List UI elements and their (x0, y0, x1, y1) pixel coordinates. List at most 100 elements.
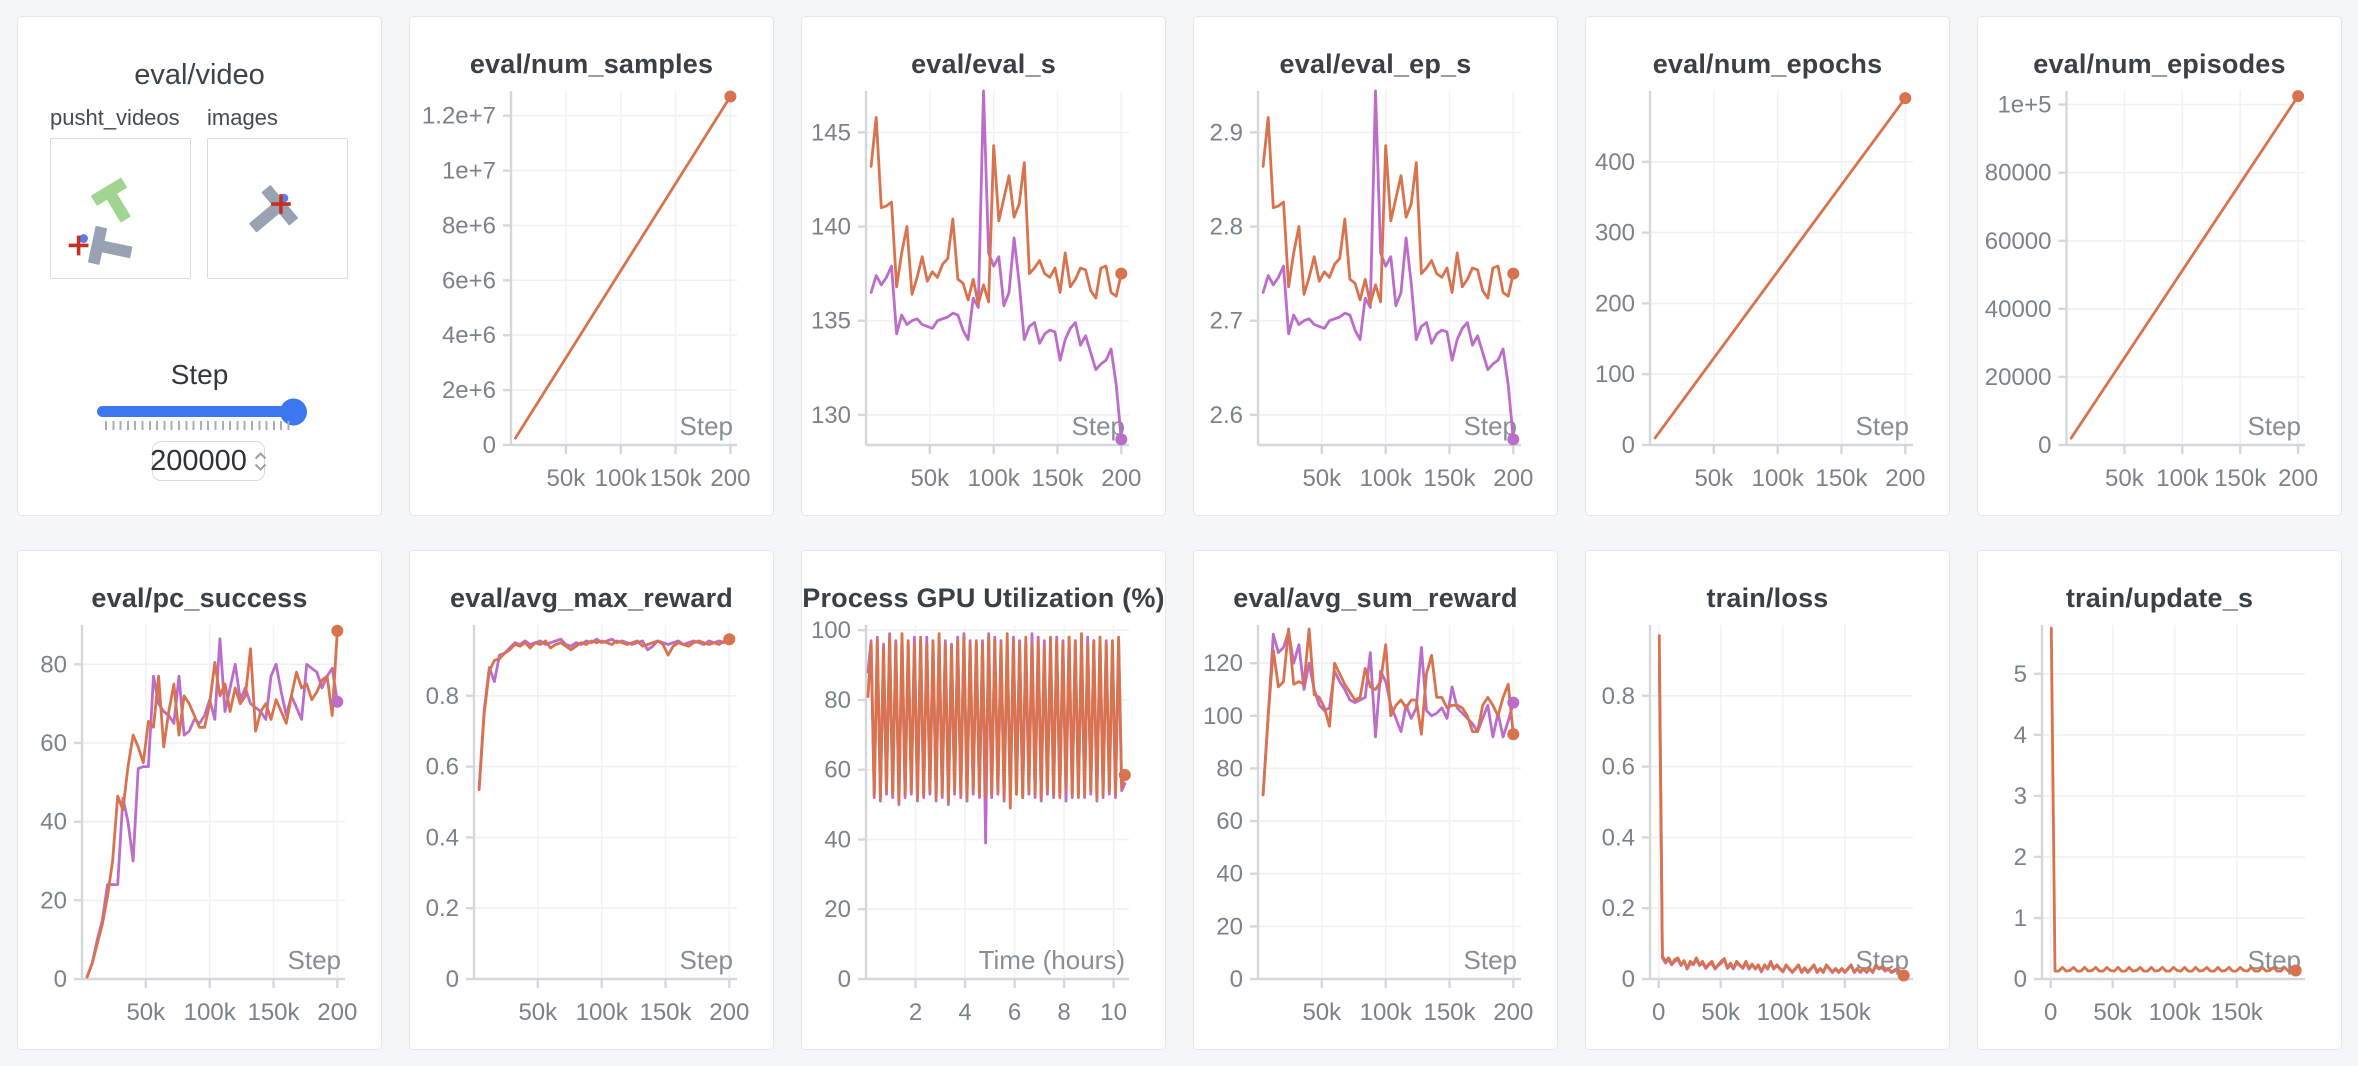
y-tick-label: 20000 (1985, 364, 2052, 391)
eval-num-episodes-chart[interactable]: 0 20000 40000 60000 80000 1e+5 50k 100k 150k 200 S… (1978, 83, 2341, 515)
chart-title: Process GPU Utilization (%) (802, 583, 1165, 613)
step-input-spinner (254, 451, 267, 471)
spinner-up-icon[interactable] (254, 451, 267, 460)
chart-title: eval/avg_sum_reward (1233, 583, 1518, 613)
y-tick-label: 0 (483, 432, 496, 459)
eval-avg-max-reward-chart[interactable]: 0 0.2 0.4 0.6 0.8 50k 100k 150k 200 Step (410, 617, 773, 1049)
y-tick-label: 0.4 (1602, 824, 1635, 851)
train-update-s-chart[interactable]: 0 1 2 3 4 5 0 50k 100k 150k Step (1978, 617, 2341, 1049)
y-tick-label: 20 (40, 887, 67, 914)
series-line-orange-run (1261, 116, 1515, 306)
y-tick-label: 60 (1216, 808, 1243, 835)
y-tick-label: 2.9 (1210, 119, 1243, 146)
process-gpu-utilization-chart[interactable]: 0 20 40 60 80 100 2 4 6 8 10 Time (hours) (802, 617, 1165, 1049)
eval-pc-success-chart[interactable]: 0 20 40 60 80 50k 100k 150k 200 Step (18, 617, 381, 1049)
series-end-dot-purple-run (1115, 433, 1128, 446)
images-frame (207, 138, 348, 279)
eval-eval-ep-s-chart[interactable]: 2.6 2.7 2.8 2.9 50k 100k 150k 200 Step (1194, 83, 1557, 515)
y-tick-label: 2.6 (1210, 402, 1243, 429)
step-slider-track[interactable] (97, 398, 307, 425)
pusht-videos-frame (50, 138, 191, 279)
y-tick-label: 200 (1595, 290, 1635, 317)
y-tick-label: 0.4 (426, 824, 459, 851)
series-line-purple-run (477, 637, 731, 790)
series-line-purple-run (1261, 630, 1515, 797)
chart-plot: 2.6 2.7 2.8 2.9 50k 100k 150k 200 Step (1210, 89, 1533, 492)
x-tick-label: 100k (1360, 999, 1413, 1026)
chart-title: eval/eval_ep_s (1279, 49, 1472, 79)
x-tick-label: 50k (547, 465, 587, 492)
series-line-purple-run (1657, 659, 1906, 978)
x-tick-label: 200 (1493, 999, 1533, 1026)
panel-eval-eval-ep-s: eval/eval_ep_s 2.6 2.7 2.8 2.9 50k 100k 150k 20… (1193, 16, 1558, 516)
series-end-dot-purple-run (331, 695, 344, 708)
series-end-dot-orange-run (724, 90, 737, 103)
series-line-orange-run (477, 637, 731, 792)
x-tick-label: 200 (2278, 465, 2318, 492)
series-end-dot-purple-run (1507, 696, 1520, 709)
series-line-orange-run (2049, 626, 2298, 973)
series-end-dot-orange-run (1118, 769, 1131, 781)
y-tick-label: 0 (1622, 432, 1635, 459)
series-line-orange-run (514, 95, 732, 440)
chart-title: eval/pc_success (91, 583, 308, 613)
y-tick-label: 0.8 (426, 683, 459, 710)
y-tick-label: 1.2e+7 (422, 103, 496, 130)
chart-plot: 0 2e+6 4e+6 6e+6 8e+6 1e+7 1.2e+7 50k 100k 150k 20… (422, 90, 750, 492)
y-tick-label: 2.8 (1210, 214, 1243, 241)
series-line-orange-run (85, 629, 339, 979)
target-cross-icon (271, 194, 291, 214)
eval-num-epochs-chart[interactable]: 0 100 200 300 400 50k 100k 150k 200 Step (1586, 83, 1949, 515)
panel-eval-avg-sum-reward: eval/avg_sum_reward 0 20 40 60 80 100 120 50k 10… (1193, 550, 1558, 1050)
chart-plot: 0 20 40 60 80 100 120 50k 100k 150k 200 Step (1203, 625, 1533, 1026)
series-line-orange-run (869, 116, 1123, 306)
step-slider-label: Step (170, 359, 229, 390)
x-tick-label: 200 (709, 999, 749, 1026)
y-tick-label: 100 (811, 617, 851, 644)
y-tick-label: 0.2 (426, 895, 459, 922)
spinner-down-icon[interactable] (254, 463, 267, 471)
y-tick-label: 0 (2014, 966, 2027, 993)
x-tick-label: 50k (518, 999, 558, 1026)
chart-title: train/update_s (2065, 583, 2254, 613)
eval-num-samples-chart[interactable]: 0 2e+6 4e+6 6e+6 8e+6 1e+7 1.2e+7 50k 100k 150k 20… (410, 83, 773, 515)
x-tick-label: 2 (909, 999, 922, 1026)
x-tick-label: 150k (1819, 999, 1872, 1026)
eval-avg-sum-reward-chart[interactable]: 0 20 40 60 80 100 120 50k 100k 150k 200 Step (1194, 617, 1557, 1049)
y-tick-label: 4e+6 (442, 322, 496, 349)
x-tick-label: 150k (1031, 465, 1084, 492)
series-line-purple-run (85, 637, 339, 979)
x-tick-label: 150k (650, 465, 703, 492)
panel-train-loss: train/loss 0 0.2 0.4 0.6 0.8 0 50k 100k 150k Step (1585, 550, 1950, 1050)
series-end-dot-orange-run (1897, 969, 1910, 982)
series-end-dot-orange-run (1115, 267, 1128, 280)
step-input-value[interactable]: 200000 (150, 444, 247, 477)
x-tick-label: 8 (1057, 999, 1070, 1026)
y-tick-label: 0.8 (1602, 683, 1635, 710)
x-axis-label: Step (680, 945, 734, 975)
x-tick-label: 100k (184, 999, 237, 1026)
x-axis-label: Step (288, 945, 342, 975)
x-axis-label: Step (1464, 411, 1518, 441)
y-tick-label: 40 (40, 809, 67, 836)
panel-eval-eval-s: eval/eval_s 130 135 140 145 50k 100k 150k 200 St… (801, 16, 1166, 516)
train-loss-chart[interactable]: 0 0.2 0.4 0.6 0.8 0 50k 100k 150k Step (1586, 617, 1949, 1049)
images-render (249, 185, 298, 233)
panel-eval-pc-success: eval/pc_success 0 20 40 60 80 50k 100k 150k 200 S… (17, 550, 382, 1050)
x-tick-label: 0 (2044, 999, 2057, 1026)
chart-plot: 0 20000 40000 60000 80000 1e+5 50k 100k 150k 200 S… (1985, 90, 2318, 492)
x-tick-label: 50k (1302, 999, 1342, 1026)
x-tick-label: 150k (247, 999, 300, 1026)
x-tick-label: 200 (1493, 465, 1533, 492)
x-tick-label: 150k (1423, 465, 1476, 492)
eval-eval-s-chart[interactable]: 130 135 140 145 50k 100k 150k 200 Step (802, 83, 1165, 515)
y-tick-label: 20 (1216, 913, 1243, 940)
y-tick-label: 100 (1595, 361, 1635, 388)
series-end-dot-orange-run (2289, 964, 2302, 977)
y-tick-label: 80000 (1985, 160, 2052, 187)
step-input[interactable]: 200000 (150, 441, 267, 481)
panel-eval-num-epochs: eval/num_epochs 0 100 200 300 400 50k 100k 150k… (1585, 16, 1950, 516)
step-slider-thumb[interactable] (280, 398, 307, 425)
